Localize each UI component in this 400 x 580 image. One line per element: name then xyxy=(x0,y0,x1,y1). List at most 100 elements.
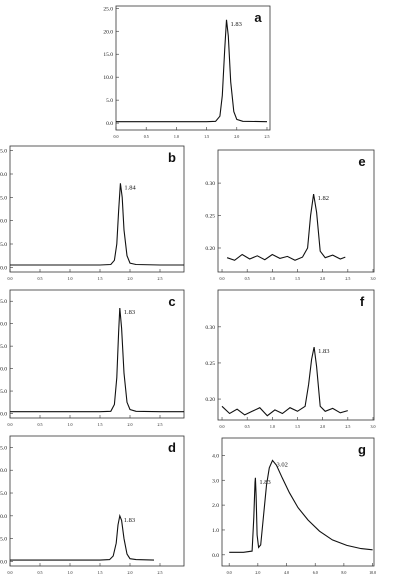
x-tick-label: 1.5 xyxy=(295,424,300,429)
chromatogram-line xyxy=(221,346,348,417)
x-tick-label: 0.5 xyxy=(38,422,43,427)
peak-annotation: 1.82 xyxy=(318,195,329,202)
y-tick-label: 20.0 xyxy=(0,172,7,178)
chromatogram-line xyxy=(229,459,373,553)
x-tick-label: 2.0 xyxy=(320,276,325,281)
peak-annotation: 1.83 xyxy=(124,309,135,316)
peak-annotation: 1.83 xyxy=(318,348,329,355)
x-tick-label: 2.0 xyxy=(128,276,133,281)
chromatogram-line xyxy=(10,307,184,413)
x-tick-label: 1.5 xyxy=(98,276,103,281)
x-tick-label: 1.0 xyxy=(68,570,73,575)
y-tick-label: 0.20 xyxy=(205,397,215,403)
x-tick-label: 3.0 xyxy=(370,424,375,429)
plot-frame xyxy=(217,289,375,421)
plot-frame xyxy=(9,289,185,419)
y-tick-label: 0.0 xyxy=(0,265,7,271)
x-tick-label: 2.0 xyxy=(128,570,133,575)
y-tick-label: 20.0 xyxy=(0,322,7,328)
plot-frame xyxy=(9,435,185,567)
chromatogram-line xyxy=(10,183,184,266)
x-tick-label: 2.0 xyxy=(128,422,133,427)
x-tick-label: 1.5 xyxy=(98,570,103,575)
y-tick-label: 5.0 xyxy=(0,242,7,248)
x-tick-label: 2.0 xyxy=(255,570,260,575)
x-tick-label: 0.0 xyxy=(8,422,13,427)
x-tick-label: 2.5 xyxy=(158,422,163,427)
x-tick-label: 10.0 xyxy=(369,570,376,575)
plot-frame xyxy=(9,145,185,273)
y-tick-label: 10.0 xyxy=(103,75,113,81)
y-tick-label: 10.0 xyxy=(0,219,7,225)
peak-annotation: 1.83 xyxy=(231,21,242,28)
y-tick-label: 5.0 xyxy=(0,389,7,395)
x-tick-label: 0.5 xyxy=(144,134,149,139)
panel-label: b xyxy=(168,150,176,165)
y-tick-label: 10.0 xyxy=(0,367,7,373)
y-tick-label: 10.0 xyxy=(0,514,7,520)
y-tick-label: 15.0 xyxy=(0,344,7,350)
peak-annotation: 1.83 xyxy=(124,517,135,524)
x-tick-label: 1.0 xyxy=(270,276,275,281)
y-tick-label: 5.0 xyxy=(0,537,7,543)
y-tick-label: 15.0 xyxy=(103,52,113,58)
peak-annotation: 1.84 xyxy=(124,184,136,191)
y-tick-label: 0.25 xyxy=(205,214,215,220)
y-tick-label: 25.0 xyxy=(103,6,113,12)
y-tick-label: 2.0 xyxy=(212,503,219,509)
x-tick-label: 6.0 xyxy=(313,570,318,575)
panel-label: d xyxy=(168,440,176,455)
x-tick-label: 1.0 xyxy=(68,276,73,281)
chromatogram-line xyxy=(116,19,268,123)
y-tick-label: 20.0 xyxy=(0,468,7,474)
x-tick-label: 1.5 xyxy=(204,134,209,139)
plot-frame xyxy=(217,149,375,273)
y-tick-label: 15.0 xyxy=(0,195,7,201)
y-tick-label: 0.0 xyxy=(0,559,7,565)
y-tick-label: 15.0 xyxy=(0,491,7,497)
x-tick-label: 0.5 xyxy=(38,570,43,575)
y-tick-label: 0.30 xyxy=(205,181,215,187)
y-tick-label: 1.0 xyxy=(212,528,219,534)
panel-label: c xyxy=(168,294,175,309)
chromatogram-line xyxy=(226,194,346,261)
x-tick-label: 0.5 xyxy=(245,424,250,429)
y-tick-label: 4.0 xyxy=(212,453,219,459)
y-tick-label: 0.20 xyxy=(205,246,215,252)
panel-label: f xyxy=(360,294,365,309)
x-tick-label: 1.5 xyxy=(98,422,103,427)
chromatogram-line xyxy=(10,513,155,561)
x-tick-label: 2.0 xyxy=(320,424,325,429)
y-tick-label: 0.0 xyxy=(106,121,113,127)
x-tick-label: 0.0 xyxy=(8,276,13,281)
peak-annotation: 1.83 xyxy=(259,479,270,486)
y-tick-label: 0.25 xyxy=(205,361,215,367)
x-tick-label: 0.0 xyxy=(114,134,119,139)
x-tick-label: 4.0 xyxy=(284,570,289,575)
y-tick-label: 0.0 xyxy=(0,412,7,418)
y-tick-label: 25.0 xyxy=(0,299,7,305)
x-tick-label: 0.0 xyxy=(220,276,225,281)
x-tick-label: 2.0 xyxy=(234,134,239,139)
x-tick-label: 1.0 xyxy=(174,134,179,139)
y-tick-label: 0.30 xyxy=(205,325,215,331)
y-tick-label: 5.0 xyxy=(106,98,113,104)
panel-label: e xyxy=(358,154,365,169)
y-tick-label: 0.0 xyxy=(212,553,219,559)
x-tick-label: 3.0 xyxy=(370,276,375,281)
x-tick-label: 1.0 xyxy=(270,424,275,429)
plot-frame xyxy=(221,437,375,567)
x-tick-label: 2.5 xyxy=(264,134,269,139)
panel-label: g xyxy=(358,442,366,457)
x-tick-label: 2.5 xyxy=(345,424,350,429)
plot-frame xyxy=(115,5,271,131)
panel-label: a xyxy=(254,10,262,25)
y-tick-label: 25.0 xyxy=(0,149,7,155)
x-tick-label: 1.0 xyxy=(68,422,73,427)
x-tick-label: 2.5 xyxy=(158,570,163,575)
peak-annotation: 3.02 xyxy=(276,461,287,468)
x-tick-label: 2.5 xyxy=(345,276,350,281)
x-tick-label: 0.5 xyxy=(245,276,250,281)
x-tick-label: 0.5 xyxy=(38,276,43,281)
